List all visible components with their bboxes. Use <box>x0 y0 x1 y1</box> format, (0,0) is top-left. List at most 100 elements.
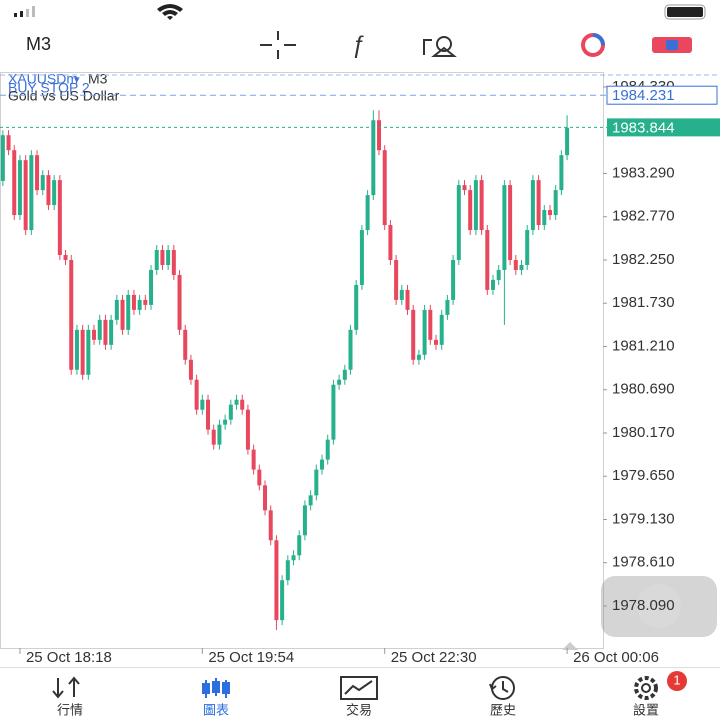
candle-body <box>206 399 211 430</box>
signal-bar <box>14 13 17 17</box>
candle-body <box>479 180 484 231</box>
x-tick-label: 26 Oct 00:06 <box>573 649 659 666</box>
candle-body <box>160 249 165 265</box>
candle-body <box>183 329 188 360</box>
candle-body <box>502 185 507 270</box>
y-tick-label: 1980.170 <box>612 424 675 441</box>
candle-body <box>496 269 501 280</box>
candle-body <box>126 294 131 330</box>
y-tick-label: 1982.250 <box>612 251 675 268</box>
candle-body <box>416 354 421 360</box>
candle-body <box>103 319 108 345</box>
tab-label[interactable]: 行情 <box>57 702 83 717</box>
order-price-box <box>606 85 718 105</box>
timeframe-button[interactable]: M3 <box>26 34 51 54</box>
candle-body <box>268 510 273 541</box>
order-price-label: 1984.231 <box>612 87 675 104</box>
symbol-dropdown[interactable]: ▾ <box>74 74 80 86</box>
candle-body <box>473 180 478 231</box>
candle-body <box>320 459 325 470</box>
objects-button[interactable] <box>423 36 457 57</box>
trade-button[interactable] <box>652 37 692 53</box>
candle-body <box>359 230 364 285</box>
candle-body <box>63 254 68 260</box>
candle-body <box>223 419 228 425</box>
candle-body <box>251 449 256 470</box>
candle-body <box>200 399 205 410</box>
candle-body <box>331 384 336 440</box>
candle-body <box>382 150 387 226</box>
tab-label[interactable]: 圖表 <box>203 702 229 717</box>
tab-label[interactable]: 交易 <box>346 702 372 717</box>
candle-body <box>131 294 136 310</box>
y-tick-label: 1978.090 <box>612 597 675 614</box>
chart-shift-marker[interactable] <box>562 642 578 650</box>
candle-body <box>377 120 382 151</box>
candle-body <box>462 185 467 191</box>
candle-body <box>228 404 233 420</box>
oneclick-button[interactable] <box>581 33 605 57</box>
candle-body <box>109 319 114 345</box>
settings-icon <box>634 676 658 700</box>
signal-bar <box>20 11 23 17</box>
candle-body <box>86 329 91 375</box>
tab-label[interactable]: 歷史 <box>490 702 516 717</box>
candle-body <box>29 155 34 231</box>
candle-body <box>365 195 370 231</box>
candle-body <box>342 369 347 380</box>
assistive-touch-dot <box>637 584 681 628</box>
candle-body <box>17 160 22 216</box>
candle-body <box>97 319 102 340</box>
candle-body <box>6 135 11 151</box>
candle-body <box>405 289 410 310</box>
candle-body <box>154 249 159 270</box>
candle-body <box>46 175 51 206</box>
candle-body <box>314 469 319 496</box>
candle-body <box>57 180 62 255</box>
candle-body <box>354 284 359 330</box>
candle-body <box>445 299 450 315</box>
order-label: BUY STOP 2 <box>8 80 90 96</box>
candle-body <box>559 155 564 191</box>
candle-body <box>325 439 330 460</box>
candle-body <box>525 230 530 265</box>
candle-body <box>348 329 353 370</box>
candle-body <box>371 120 376 196</box>
indicators-button[interactable]: ƒ <box>351 31 364 58</box>
candle-body <box>285 560 290 581</box>
candle-body <box>69 259 74 370</box>
crosshair-button[interactable] <box>260 31 296 59</box>
x-tick-label: 25 Oct 22:30 <box>391 649 477 666</box>
tab-label[interactable]: 設置 <box>633 702 659 717</box>
candle-body <box>149 269 154 305</box>
candle-body <box>291 555 296 561</box>
candle-body <box>80 329 85 375</box>
x-tick-label: 25 Oct 18:18 <box>26 649 112 666</box>
candle-body <box>451 259 456 300</box>
candle-body <box>12 150 17 216</box>
candle-body <box>263 485 268 511</box>
candle-body <box>388 225 393 260</box>
candle-body <box>439 314 444 345</box>
chart-timeframe: M3 <box>88 71 108 87</box>
candle-body <box>23 160 28 231</box>
signal-bar <box>32 6 35 17</box>
candle-body <box>519 264 524 270</box>
tab-bar: 行情 圖表 交易 歷史 設置 <box>57 702 659 717</box>
battery-level <box>667 7 703 17</box>
candle-body <box>234 399 239 405</box>
candle-body <box>245 409 250 450</box>
x-tick-label: 25 Oct 19:54 <box>208 649 294 666</box>
chart-icon <box>202 678 230 698</box>
candle-body <box>565 127 570 156</box>
y-tick-label: 1979.650 <box>612 467 675 484</box>
y-tick-label: 1980.690 <box>612 381 675 398</box>
status-bar <box>14 4 706 20</box>
candle-body <box>491 279 496 290</box>
candle-body <box>177 274 182 330</box>
candle-body <box>120 299 125 330</box>
candle-body <box>40 175 45 191</box>
candle-body <box>428 309 433 340</box>
